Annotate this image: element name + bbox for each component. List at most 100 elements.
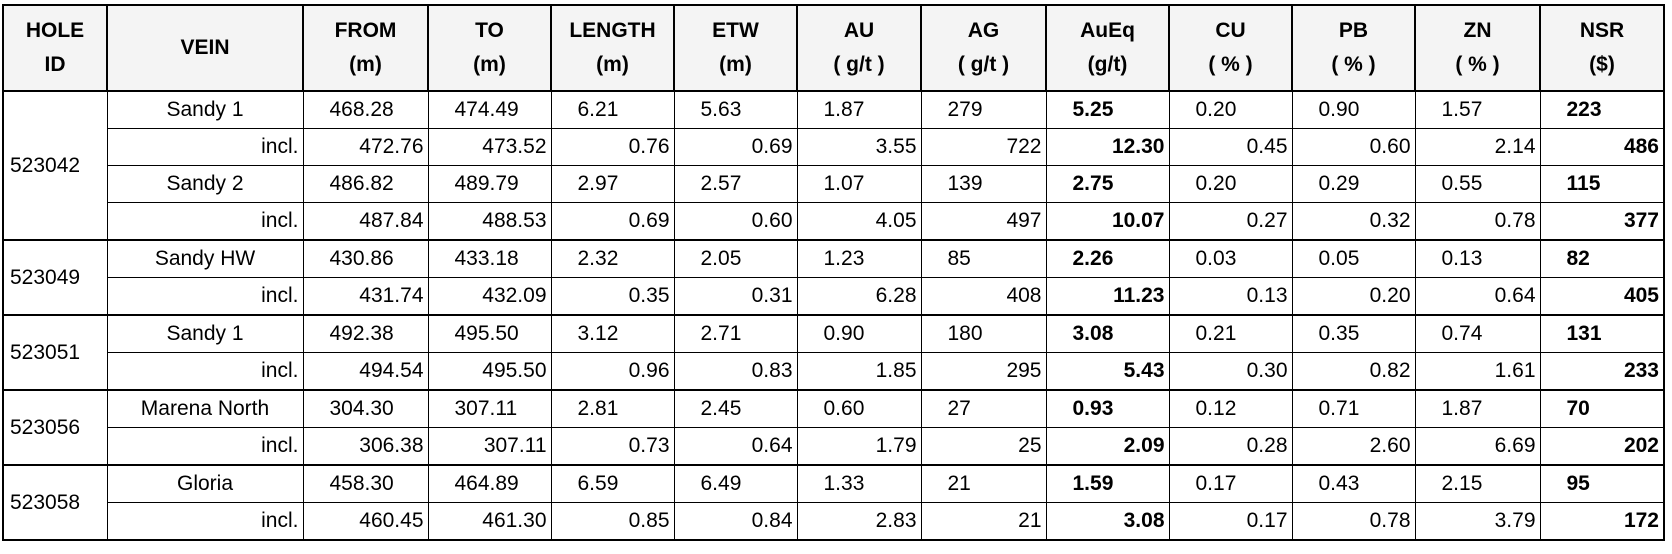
value-cell: 0.55 <box>1414 165 1541 203</box>
data-row: incl. 487.84 488.53 0.69 0.60 4.05 497 10.07 0.2… <box>3 202 1665 240</box>
value-cell: 0.35 <box>1291 314 1416 353</box>
value-cell: 468.28 <box>302 90 429 129</box>
value-cell: 0.30 <box>1168 352 1293 390</box>
header-text: ( % ) <box>1208 53 1253 76</box>
value-cell: 3.08 <box>1045 314 1170 353</box>
value-cell: 2.81 <box>550 389 675 428</box>
header-row: HOLE ID VEIN FROM (m) TO (m) LENGTH (m) ETW (m) AU (… <box>2 4 1665 92</box>
value-cell: 12.30 <box>1045 128 1170 166</box>
value-cell: 433.18 <box>427 239 552 278</box>
value-cell: 0.05 <box>1291 239 1416 278</box>
header-text: ( g/t ) <box>957 53 1010 76</box>
value-cell: 0.13 <box>1414 239 1541 278</box>
header-text: AuEq <box>1080 19 1135 42</box>
header-text: LENGTH <box>569 19 656 42</box>
value-cell: 487.84 <box>302 202 429 240</box>
header-text: AU <box>843 19 875 42</box>
value-cell: 0.60 <box>673 202 798 240</box>
value-cell: 0.60 <box>796 389 922 428</box>
value-cell: 0.43 <box>1291 464 1416 503</box>
hole-id: 523058 <box>2 464 108 541</box>
value-cell: 5.25 <box>1045 90 1170 129</box>
value-cell: 2.09 <box>1045 427 1170 465</box>
value-cell: 0.90 <box>1291 90 1416 129</box>
header-text: (m) <box>473 53 506 76</box>
value-cell: 6.49 <box>673 464 798 503</box>
value-cell: 494.54 <box>302 352 429 390</box>
header-cell: TO (m) <box>427 4 552 92</box>
vein-cell: incl. <box>106 202 304 240</box>
header-cell: HOLE ID <box>2 4 108 92</box>
value-cell: 21 <box>920 464 1047 503</box>
data-row: 523056 Marena North 304.30 307.11 2.81 2.45 0.… <box>2 389 1665 465</box>
value-cell: 1.79 <box>796 427 922 465</box>
value-cell: 405 <box>1539 277 1665 315</box>
value-cell: 0.28 <box>1168 427 1293 465</box>
value-cell: 722 <box>920 128 1047 166</box>
value-cell: 0.64 <box>1414 277 1541 315</box>
value-cell: 0.21 <box>1168 314 1293 353</box>
value-cell: 408 <box>920 277 1047 315</box>
header-text: NSR <box>1579 19 1625 42</box>
header-cell: AU ( g/t ) <box>796 4 922 92</box>
header-cell: ETW (m) <box>673 4 798 92</box>
value-cell: 307.11 <box>427 389 552 428</box>
hole-id: 523051 <box>2 314 108 390</box>
value-cell: 233 <box>1539 352 1665 390</box>
value-cell: 6.21 <box>550 90 675 129</box>
value-cell: 3.79 <box>1414 502 1541 541</box>
value-cell: 307.11 <box>427 427 552 465</box>
header-text: ( g/t ) <box>833 53 885 76</box>
header-cell: FROM (m) <box>302 4 429 92</box>
vein-cell: Gloria <box>106 464 304 503</box>
value-cell: 0.90 <box>796 314 922 353</box>
value-cell: 0.78 <box>1414 202 1541 240</box>
value-cell: 1.59 <box>1045 464 1170 503</box>
value-cell: 5.63 <box>673 90 798 129</box>
header-cell: PB ( % ) <box>1291 4 1416 92</box>
value-cell: 473.52 <box>427 128 552 166</box>
value-cell: 2.97 <box>550 165 675 203</box>
value-cell: 495.50 <box>427 352 552 390</box>
value-cell: 304.30 <box>302 389 429 428</box>
value-cell: 461.30 <box>427 502 552 541</box>
value-cell: 0.76 <box>550 128 675 166</box>
value-cell: 3.08 <box>1045 502 1170 541</box>
value-cell: 0.96 <box>550 352 675 390</box>
value-cell: 0.35 <box>550 277 675 315</box>
data-row: incl. 472.76 473.52 0.76 0.69 3.55 722 12.30 0.4… <box>3 128 1665 166</box>
value-cell: 85 <box>920 239 1047 278</box>
header-text: (m) <box>719 53 752 76</box>
value-cell: 2.05 <box>673 239 798 278</box>
value-cell: 2.57 <box>673 165 798 203</box>
value-cell: 172 <box>1539 502 1665 541</box>
value-cell: 6.28 <box>796 277 922 315</box>
value-cell: 1.07 <box>796 165 922 203</box>
value-cell: 0.32 <box>1291 202 1416 240</box>
value-cell: 2.32 <box>550 239 675 278</box>
value-cell: 6.69 <box>1414 427 1541 465</box>
value-cell: 95 <box>1539 464 1665 503</box>
value-cell: 2.71 <box>673 314 798 353</box>
value-cell: 497 <box>920 202 1047 240</box>
data-row: Sandy 2 486.82 489.79 2.97 2.57 1.07 139 2.75 0.… <box>3 165 1665 203</box>
value-cell: 2.75 <box>1045 165 1170 203</box>
header-text: ( % ) <box>1455 53 1500 76</box>
value-cell: 458.30 <box>302 464 429 503</box>
value-cell: 464.89 <box>427 464 552 503</box>
vein-cell: Marena North <box>106 389 304 428</box>
value-cell: 1.61 <box>1414 352 1541 390</box>
value-cell: 0.71 <box>1291 389 1416 428</box>
hole-id: 523056 <box>2 389 108 465</box>
value-cell: 21 <box>920 502 1047 541</box>
header-cell: ZN ( % ) <box>1414 4 1541 92</box>
vein-cell: incl. <box>106 352 304 390</box>
data-row: incl. 460.45 461.30 0.85 0.84 2.83 21 3.08 0.17 0… <box>3 502 1665 541</box>
value-cell: 430.86 <box>302 239 429 278</box>
value-cell: 495.50 <box>427 314 552 353</box>
hole-id: 523042 <box>2 90 108 240</box>
value-cell: 0.64 <box>673 427 798 465</box>
header-text: AG <box>967 19 1000 42</box>
value-cell: 472.76 <box>302 128 429 166</box>
value-cell: 486.82 <box>302 165 429 203</box>
